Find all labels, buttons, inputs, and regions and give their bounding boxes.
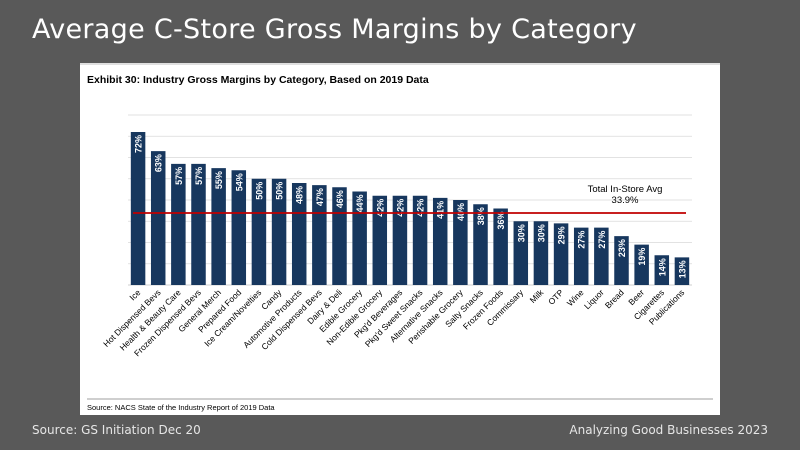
slide-title: Average C-Store Gross Margins by Categor…: [32, 14, 637, 45]
bar: [372, 195, 388, 285]
bar-value-label: 23%: [617, 239, 627, 257]
bar-value-label: 57%: [174, 167, 184, 185]
category-label: Milk: [528, 287, 546, 305]
bar-value-label: 44%: [355, 195, 365, 213]
bar: [473, 204, 488, 285]
bar: [513, 221, 529, 285]
bar-value-label: 55%: [214, 171, 224, 189]
bar: [312, 185, 327, 285]
bar-value-label: 13%: [677, 260, 687, 278]
bar: [533, 221, 549, 285]
bar-value-label: 46%: [335, 190, 345, 208]
bar-value-label: 36%: [496, 212, 506, 230]
chart-source: Source: NACS State of the Industry Repor…: [87, 403, 275, 412]
bar-value-label: 30%: [516, 224, 526, 242]
bar: [150, 151, 166, 285]
category-label: Bread: [603, 287, 626, 310]
chart-title: Exhibit 30: Industry Gross Margins by Ca…: [87, 74, 429, 86]
bar-value-label: 27%: [597, 231, 607, 249]
bar-value-label: 40%: [456, 203, 466, 221]
bar: [432, 197, 448, 285]
bar-value-label: 38%: [476, 207, 486, 225]
bar: [453, 200, 468, 285]
bar-value-label: 50%: [275, 182, 285, 200]
bar-value-label: 57%: [194, 167, 204, 185]
bar-value-label: 48%: [295, 186, 305, 204]
bar-value-label: 41%: [436, 201, 446, 219]
bar: [392, 195, 408, 285]
bar: [654, 255, 670, 285]
bar: [674, 257, 690, 285]
bar-value-label: 54%: [234, 173, 244, 191]
bar: [412, 195, 428, 285]
average-label: Total In-Store Avg: [588, 184, 663, 195]
bar: [211, 168, 226, 285]
bar: [352, 191, 367, 285]
bar: [553, 223, 569, 285]
bar: [271, 178, 287, 285]
bar: [231, 170, 247, 285]
bar-value-label: 72%: [134, 135, 144, 153]
bar: [573, 227, 589, 285]
bar-value-label: 42%: [375, 199, 385, 217]
bar-value-label: 30%: [536, 224, 546, 242]
category-label: Ice: [127, 287, 142, 302]
footer-source: Source: GS Initiation Dec 20: [32, 423, 201, 437]
chart-panel: Exhibit 30: Industry Gross Margins by Ca…: [80, 63, 720, 415]
bar-value-label: 42%: [395, 199, 405, 217]
bar: [332, 187, 347, 285]
bar-value-label: 29%: [557, 226, 567, 244]
average-value-label: 33.9%: [612, 195, 639, 206]
bar: [594, 227, 609, 285]
bar-value-label: 42%: [416, 199, 426, 217]
category-label: Liquor: [582, 287, 606, 311]
bar: [191, 163, 206, 285]
bar: [614, 236, 629, 285]
bar: [171, 163, 186, 285]
bar-value-label: 19%: [637, 248, 647, 266]
bar-value-label: 27%: [577, 231, 587, 249]
bar: [130, 132, 146, 285]
category-label: OTP: [546, 287, 566, 307]
bar-value-label: 50%: [254, 182, 264, 200]
bar-value-label: 14%: [657, 258, 667, 276]
bar-value-label: 63%: [154, 154, 164, 172]
bar: [634, 244, 649, 285]
bar-value-label: 47%: [315, 188, 325, 206]
bar: [291, 183, 307, 285]
bar: [493, 208, 508, 285]
bar-chart: Exhibit 30: Industry Gross Margins by Ca…: [80, 63, 720, 412]
footer-credit: Analyzing Good Businesses 2023: [569, 423, 768, 437]
bar: [251, 178, 267, 285]
